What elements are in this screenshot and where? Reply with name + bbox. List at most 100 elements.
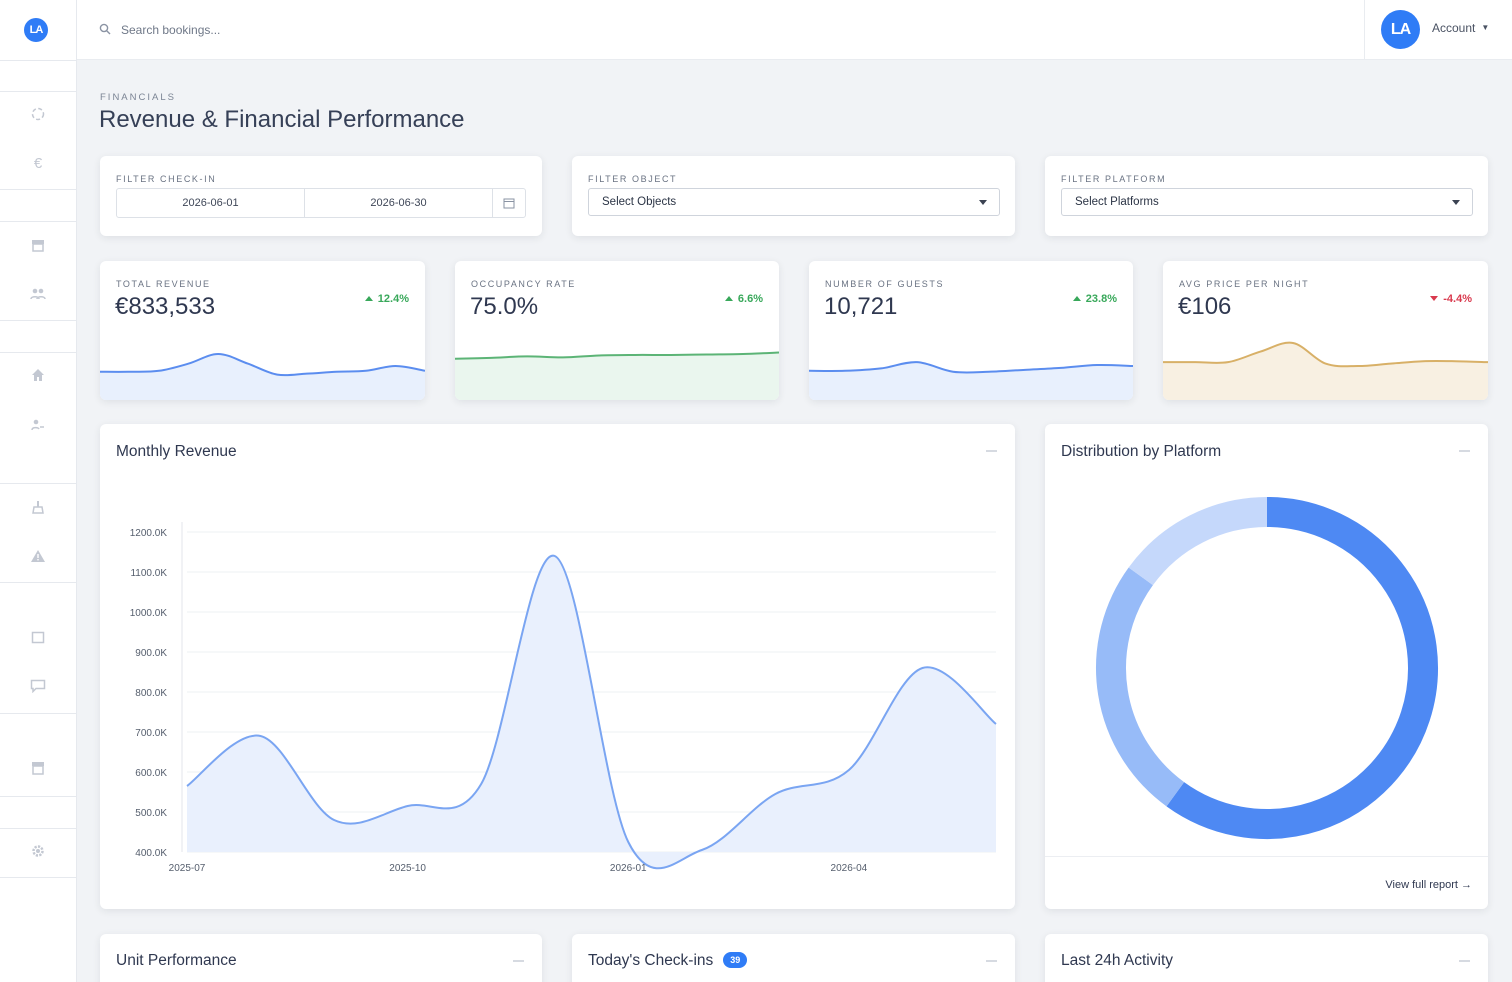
object-select[interactable]: Select Objects: [588, 188, 1000, 216]
sparkline: [1163, 341, 1488, 400]
kpi-label: OCCUPANCY RATE: [471, 279, 576, 289]
sparkline: [100, 352, 425, 400]
minimize-icon[interactable]: [986, 960, 997, 962]
chevron-down-icon: [979, 200, 987, 205]
y-tick-label: 400.0K: [135, 848, 167, 859]
x-tick-label: 2025-10: [389, 863, 426, 874]
sparkline: [809, 361, 1133, 400]
kpi-card-avg-price-per-night: AVG PRICE PER NIGHT €106 -4.4%: [1163, 261, 1488, 400]
kpi-label: TOTAL REVENUE: [116, 279, 211, 289]
kpi-card-total-revenue: TOTAL REVENUE €833,533 12.4%: [100, 261, 425, 400]
y-tick-label: 1000.0K: [130, 608, 168, 619]
x-tick-label: 2026-04: [831, 863, 868, 874]
card-footer-divider: [1045, 856, 1488, 857]
kpi-value: 75.0%: [470, 293, 539, 320]
platform-select[interactable]: Select Platforms: [1061, 188, 1473, 216]
message-square-icon[interactable]: [29, 631, 47, 649]
filter-platform-card: FILTER PLATFORM Select Platforms: [1045, 156, 1488, 236]
sidebar-divider: [0, 483, 76, 484]
card-title: Monthly Revenue: [116, 443, 237, 460]
minimize-icon[interactable]: [513, 960, 524, 962]
kpi-change: 12.4%: [364, 293, 409, 305]
filter-platform-label: FILTER PLATFORM: [1061, 174, 1167, 184]
calendar-icon[interactable]: [493, 189, 525, 217]
view-full-report-link[interactable]: View full report →: [1385, 879, 1472, 891]
app-logo[interactable]: LA: [24, 18, 48, 42]
donut-slice: [1166, 497, 1438, 839]
date-range-picker[interactable]: 2026-06-01 2026-06-30: [116, 188, 526, 218]
sparkline-area: [1163, 342, 1488, 400]
page-title: Revenue & Financial Performance: [99, 106, 465, 133]
euro-icon[interactable]: €: [33, 155, 43, 172]
distribution-card: Distribution by Platform View full repor…: [1045, 424, 1488, 909]
y-tick-label: 1200.0K: [130, 528, 168, 539]
card-title: Last 24h Activity: [1061, 952, 1174, 969]
header-divider: [1364, 0, 1365, 60]
sparkline-line: [100, 352, 425, 377]
home-icon[interactable]: [29, 368, 47, 386]
search-input[interactable]: [121, 20, 521, 40]
filter-object-label: FILTER OBJECT: [588, 174, 678, 184]
y-tick-label: 800.0K: [135, 688, 167, 699]
sparkline: [455, 351, 779, 400]
sidebar-divider: [0, 221, 76, 222]
sidebar-divider: [0, 796, 76, 797]
store-icon[interactable]: [29, 238, 47, 256]
kpi-change: 23.8%: [1072, 293, 1117, 305]
settings-icon[interactable]: [29, 843, 47, 861]
trend-arrow-icon: [724, 296, 733, 301]
kpi-change-value: 12.4%: [377, 293, 409, 305]
minimize-icon[interactable]: [1459, 960, 1470, 962]
sparkline-line: [1163, 341, 1488, 368]
sparkline-area: [100, 354, 425, 400]
page-eyebrow: FINANCIALS: [100, 92, 176, 103]
sparkline-area: [809, 362, 1133, 400]
monthly-revenue-chart: 400.0K 500.0K 600.0K 700.0K 800.0K 900.0K 1000…: [130, 522, 997, 874]
date-from-field[interactable]: 2026-06-01: [117, 189, 305, 217]
kpi-label: AVG PRICE PER NIGHT: [1179, 279, 1310, 289]
card-title: Distribution by Platform: [1061, 443, 1222, 460]
archive-icon[interactable]: [29, 761, 47, 779]
top-header: LA Account ▼: [77, 0, 1512, 60]
card-title: Today's Check-ins 39: [588, 952, 748, 970]
kpi-change: -4.4%: [1430, 293, 1472, 305]
avatar[interactable]: LA: [1381, 10, 1420, 49]
search-icon: [99, 22, 113, 36]
users-icon[interactable]: [29, 287, 47, 305]
sidebar-divider: [0, 320, 76, 321]
date-to-field[interactable]: 2026-06-30: [305, 189, 493, 217]
y-tick-label: 500.0K: [135, 808, 167, 819]
sidebar-divider: [0, 189, 76, 190]
warning-icon[interactable]: [29, 549, 47, 567]
card-title-text: Today's Check-ins: [588, 952, 714, 969]
kpi-label: NUMBER OF GUESTS: [825, 279, 945, 289]
loader-icon[interactable]: [29, 106, 47, 124]
sidebar-divider: [0, 828, 76, 829]
account-menu[interactable]: Account ▼: [1432, 21, 1489, 35]
kpi-change-value: 23.8%: [1085, 293, 1117, 305]
x-tick-label: 2025-07: [169, 863, 206, 874]
minimize-icon[interactable]: [986, 450, 997, 452]
sidebar-divider: [0, 713, 76, 714]
donut-slice: [1128, 497, 1268, 586]
todays-checkins-card: Today's Check-ins 39: [572, 934, 1015, 982]
account-label: Account: [1432, 21, 1476, 35]
revenue-area: [187, 555, 996, 869]
filter-checkin-card: FILTER CHECK-IN 2026-06-01 2026-06-30: [100, 156, 542, 236]
last-activity-card: Last 24h Activity: [1045, 934, 1488, 982]
count-badge: 39: [723, 952, 748, 968]
chat-icon[interactable]: [29, 679, 47, 697]
cleaning-icon[interactable]: [29, 500, 47, 518]
filter-checkin-label: FILTER CHECK-IN: [116, 174, 217, 184]
kpi-value: €106: [1178, 293, 1232, 320]
sidebar-divider: [0, 352, 76, 353]
monthly-revenue-card: Monthly Revenue 400.0K 500.0K 600.0K 700.0K…: [100, 424, 1015, 909]
sparkline-area: [455, 352, 779, 400]
minimize-icon[interactable]: [1459, 450, 1470, 452]
y-tick-label: 1100.0K: [130, 568, 167, 579]
kpi-change: 6.6%: [724, 293, 763, 305]
trend-arrow-icon: [1430, 296, 1439, 301]
user-key-icon[interactable]: [29, 418, 47, 436]
sidebar: LA €: [0, 0, 77, 982]
y-tick-label: 900.0K: [135, 648, 167, 659]
